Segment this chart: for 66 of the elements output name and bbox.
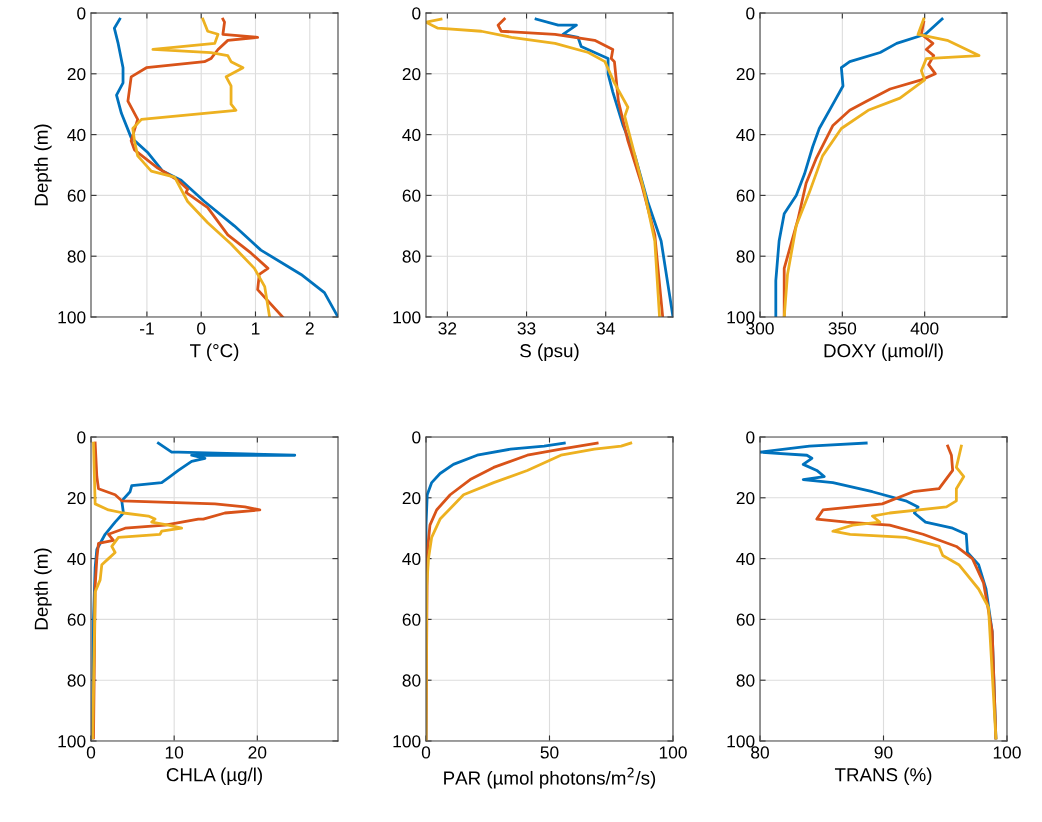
y-tick-label: 20 [736,491,755,505]
y-tick-label: 60 [67,613,86,626]
y-tick-label: 60 [67,189,86,202]
x-tick-label: -1 [139,322,154,335]
x-tick-label: 350 [828,322,857,335]
y-tick-label: 100 [58,311,86,324]
line-series [426,17,661,317]
y-tick-label: 0 [412,431,421,444]
x-tick-label: 0 [421,746,431,759]
x-axis-title: S (psu) [520,343,579,362]
x-tick-label: 400 [910,322,939,335]
x-tick-label: 1 [251,322,260,335]
x-tick-label: 300 [746,322,774,335]
y-tick-label: 20 [67,67,86,81]
x-tick-label: 100 [993,746,1021,759]
x-axis-title: CHLA (µg/l) [166,767,262,786]
x-tick-label: 32 [438,322,457,335]
line-series [112,17,338,317]
x-axis-title: TRANS (%) [834,767,932,786]
x-tick-label: 0 [197,322,206,335]
y-tick-label: 20 [67,491,86,505]
y-tick-label: 20 [402,67,421,81]
x-tick-label: 2 [305,322,314,335]
y-tick-label: 0 [412,7,421,20]
y-tick-label: 0 [77,7,86,20]
y-tick-label: 40 [402,552,421,566]
y-tick-label: 40 [67,552,86,566]
line-series [782,17,981,317]
x-tick-label: 100 [659,746,687,759]
x-tick-label: 90 [874,746,893,759]
y-tick-label: 40 [736,128,755,142]
y-tick-label: 80 [402,674,421,687]
y-tick-label: 100 [393,735,421,748]
x-axis-title: T (°C) [189,343,239,362]
y-tick-label: 80 [402,250,421,263]
x-tick-label: 50 [540,746,559,759]
y-tick-label: 40 [736,552,755,566]
y-tick-label: 100 [727,735,755,748]
y-tick-label: 60 [736,613,755,626]
y-axis-title: Depth (m) [34,548,52,630]
x-tick-label: 0 [86,746,96,759]
x-axis-title: DOXY (µmol/l) [824,343,943,362]
y-tick-label: 40 [67,128,86,142]
x-tick-label: 33 [517,322,536,335]
y-tick-label: 0 [746,431,755,444]
x-tick-label: 10 [165,746,184,759]
y-tick-label: 80 [67,250,86,263]
y-tick-label: 60 [402,189,421,202]
y-tick-label: 60 [736,189,755,202]
y-tick-label: 60 [402,613,421,626]
y-tick-label: 80 [67,674,86,687]
y-tick-label: 0 [746,7,755,20]
y-tick-label: 100 [393,311,421,324]
y-tick-label: 20 [736,67,755,81]
x-axis-title: PAR (µmol photons/m$^{2}$/s) [444,767,656,789]
y-axis-title: Depth (m) [34,124,52,206]
y-tick-label: 40 [402,128,421,142]
y-tick-label: 20 [402,491,421,505]
x-tick-label: 20 [248,746,267,759]
y-tick-label: 0 [77,431,86,444]
y-tick-label: 80 [736,674,755,687]
x-tick-label: 34 [596,322,615,335]
y-tick-label: 100 [58,735,86,748]
y-tick-label: 80 [736,250,755,263]
line-series [91,441,184,740]
y-tick-label: 100 [727,311,755,324]
